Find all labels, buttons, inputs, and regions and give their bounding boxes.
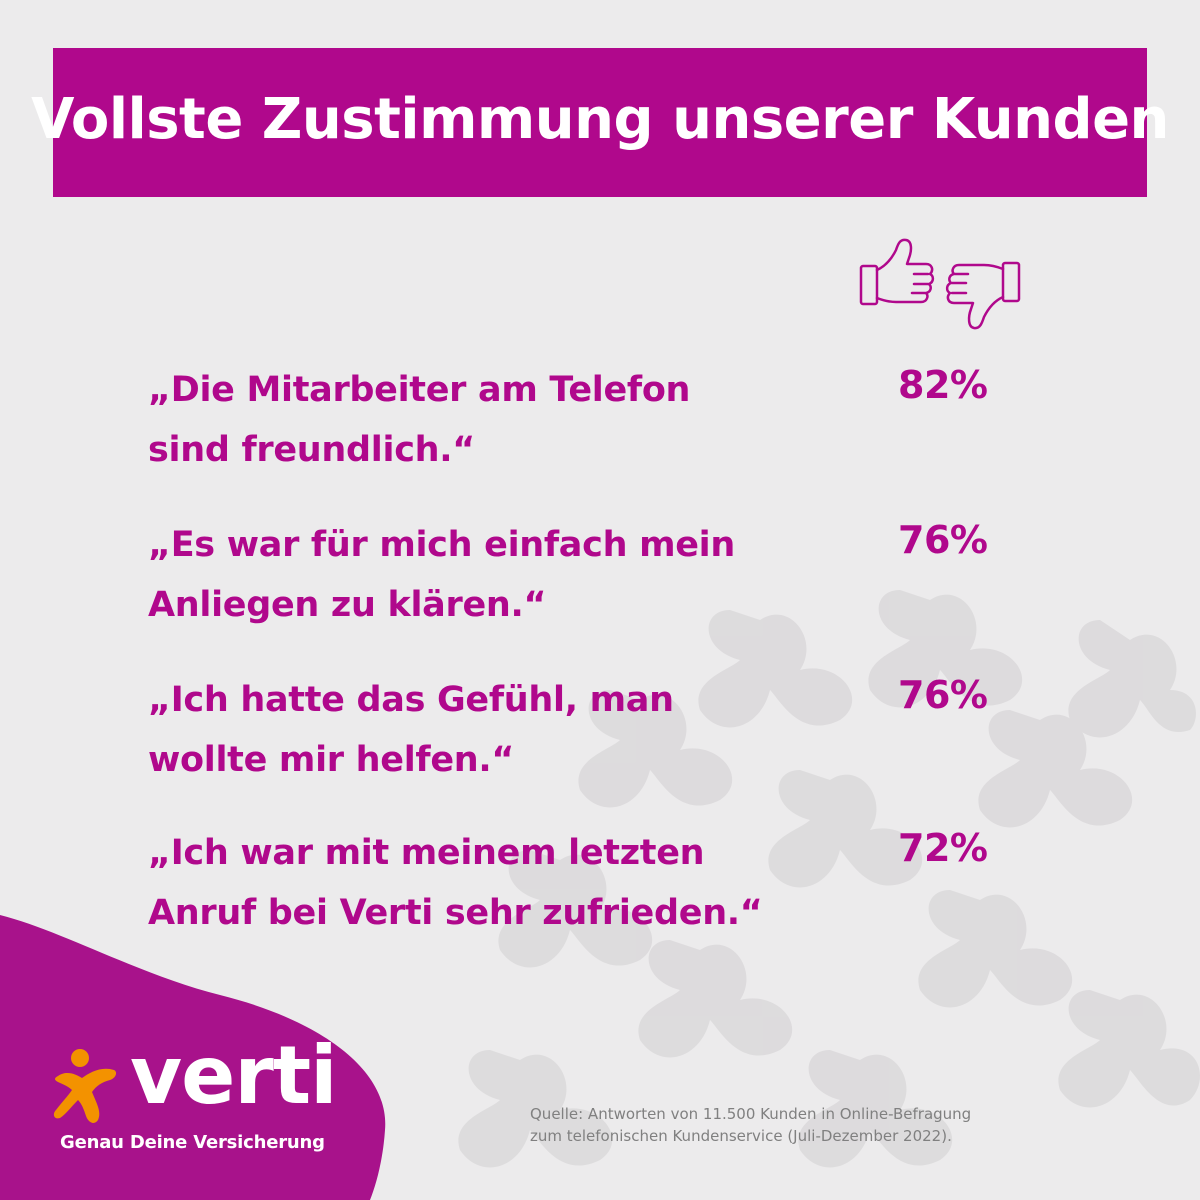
approval-percent: 76% (898, 673, 988, 717)
logo-wordmark: verti (130, 1029, 338, 1122)
statement-line: „Es war für mich einfach mein (148, 525, 736, 565)
statement-text: „Ich war mit meinem letzten Anruf bei Ve… (148, 823, 828, 943)
statement-line: Anliegen zu klären.“ (148, 585, 547, 625)
statement-row: „Die Mitarbeiter am Telefon sind freundl… (148, 360, 1028, 490)
brand-tagline: Genau Deine Versicherung (60, 1132, 325, 1153)
statement-line: Anruf bei Verti sehr zufrieden.“ (148, 893, 763, 933)
statement-row: „Ich hatte das Gefühl, man wollte mir he… (148, 670, 1028, 800)
approval-percent: 72% (898, 826, 988, 870)
approval-percent: 76% (898, 518, 988, 562)
statement-line: „Ich war mit meinem letzten (148, 833, 705, 873)
source-note: Quelle: Antworten von 11.500 Kunden in O… (530, 1103, 1010, 1147)
statement-line: sind freundlich.“ (148, 430, 475, 470)
verti-logo: verti (52, 1029, 338, 1130)
statement-line: „Die Mitarbeiter am Telefon (148, 370, 691, 410)
statement-text: „Die Mitarbeiter am Telefon sind freundl… (148, 360, 828, 480)
source-line: Quelle: Antworten von 11.500 Kunden in O… (530, 1105, 972, 1123)
statement-text: „Ich hatte das Gefühl, man wollte mir he… (148, 670, 828, 790)
statement-text: „Es war für mich einfach mein Anliegen z… (148, 515, 828, 635)
statement-line: wollte mir helfen.“ (148, 740, 515, 780)
statement-row: „Ich war mit meinem letzten Anruf bei Ve… (148, 823, 1028, 953)
thumbs-up-icon (859, 238, 935, 306)
page-title: Vollste Zustimmung unserer Kunden (31, 87, 1169, 152)
verti-figure-icon (53, 1049, 117, 1123)
source-line: zum telefonischen Kundenservice (Juli-De… (530, 1127, 952, 1145)
title-banner: Vollste Zustimmung unserer Kunden (31, 48, 1169, 197)
statement-line: „Ich hatte das Gefühl, man (148, 680, 674, 720)
statement-row: „Es war für mich einfach mein Anliegen z… (148, 515, 1028, 645)
thumbs-down-icon (945, 261, 1021, 330)
approval-percent: 82% (898, 363, 988, 407)
